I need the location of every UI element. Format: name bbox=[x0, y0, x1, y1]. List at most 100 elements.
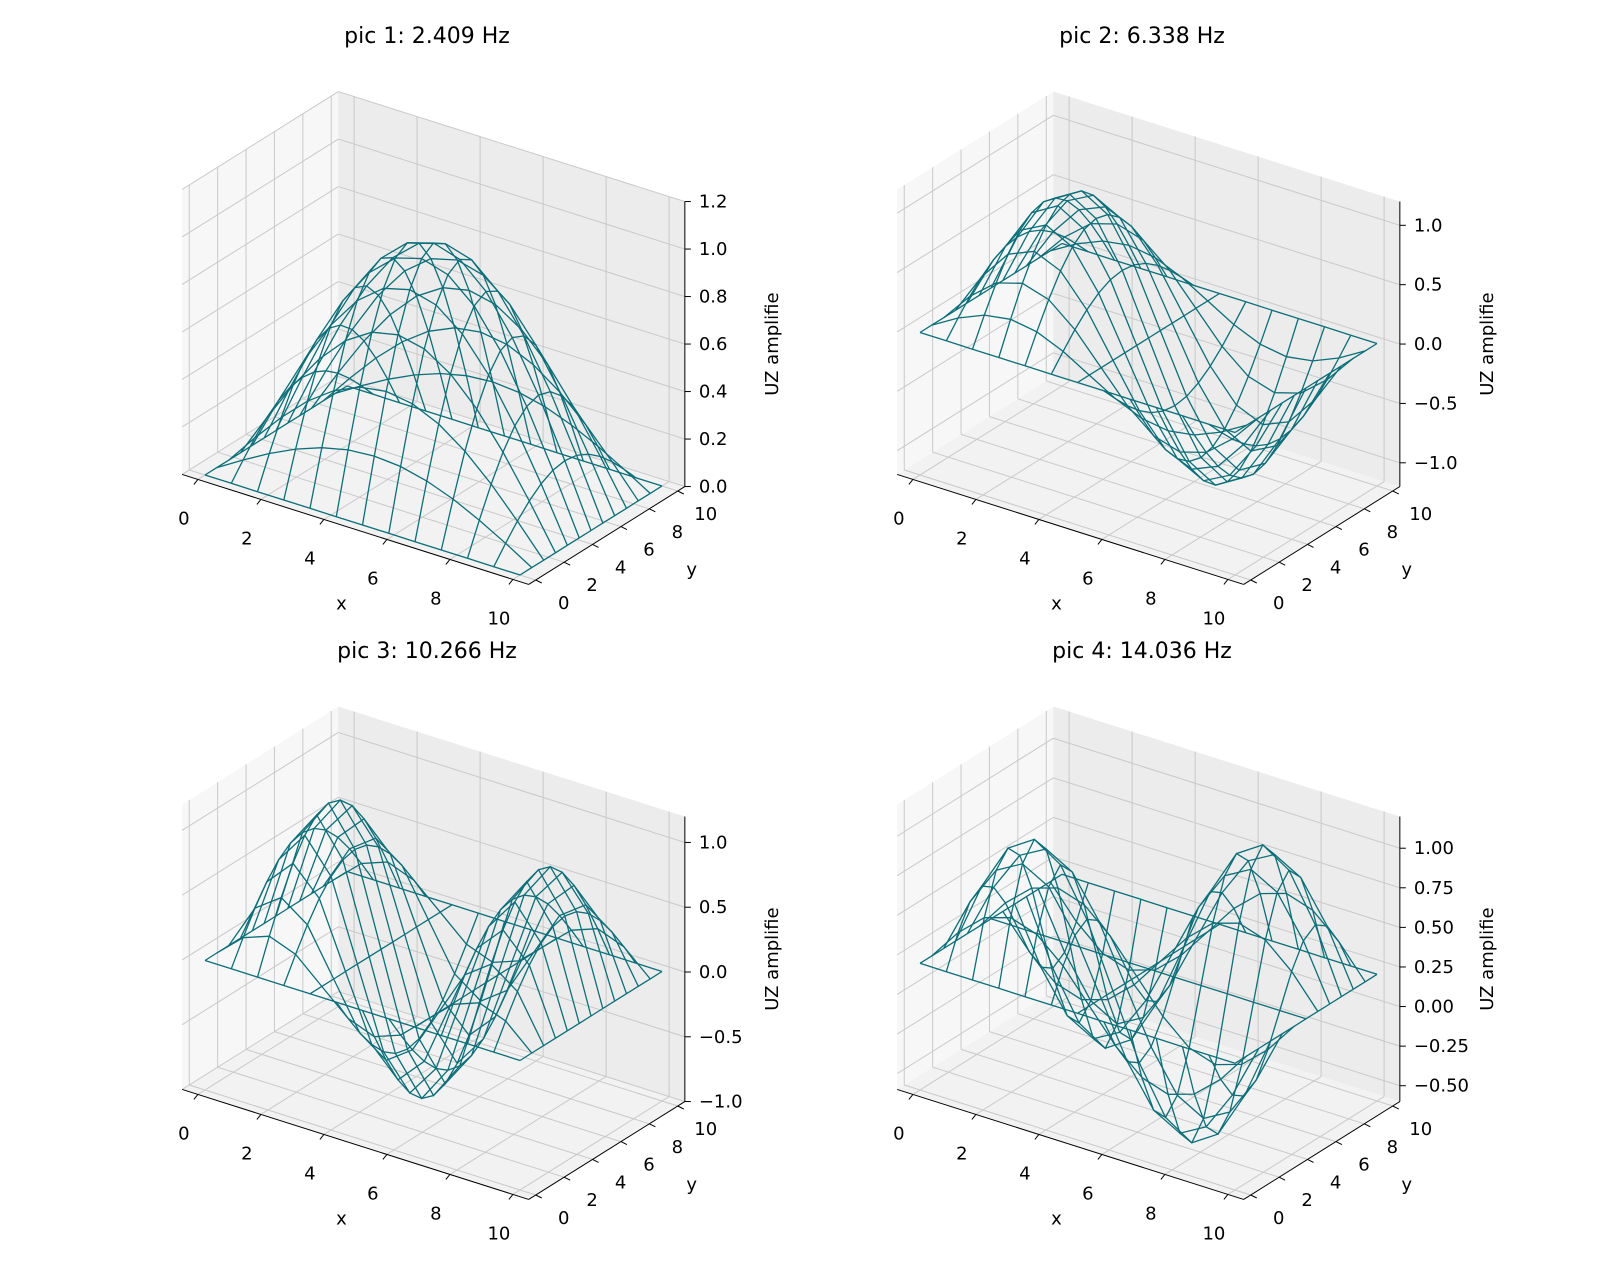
grid-line bbox=[1038, 421, 1196, 520]
surface-line bbox=[310, 817, 628, 1037]
z-tick-label: 0.75 bbox=[1414, 878, 1454, 899]
x-tick-label: 6 bbox=[367, 1183, 378, 1204]
surface-line bbox=[310, 287, 628, 509]
grid-line bbox=[1227, 1096, 1385, 1195]
grid-line bbox=[1053, 292, 1401, 404]
surface-line bbox=[919, 962, 1236, 1064]
grid-line bbox=[181, 281, 339, 380]
z-tick-label: 1.0 bbox=[1414, 215, 1443, 236]
x-tick-mark bbox=[1160, 559, 1166, 565]
z-axis-label: UZ amplifie bbox=[1477, 907, 1498, 1010]
x-axis-label: x bbox=[1051, 1208, 1062, 1229]
y-tick-label: 4 bbox=[615, 557, 626, 578]
z-tick-label: 0.6 bbox=[699, 334, 728, 355]
surface-line bbox=[1025, 206, 1343, 426]
grid-line bbox=[904, 469, 1251, 581]
y-tick-mark bbox=[1392, 1105, 1399, 1110]
grid-line bbox=[181, 138, 339, 238]
grid-line bbox=[181, 991, 339, 1090]
y-tick-mark bbox=[620, 1141, 628, 1146]
x-tick-label: 2 bbox=[956, 528, 967, 549]
grid-line bbox=[1053, 975, 1401, 1087]
y-axis-line bbox=[528, 486, 686, 585]
x-tick-mark bbox=[908, 479, 914, 485]
grid-line bbox=[896, 174, 1054, 273]
surface-line bbox=[1049, 881, 1366, 983]
grid-line bbox=[896, 777, 1054, 877]
surface-line bbox=[335, 372, 651, 494]
y-tick-mark bbox=[1250, 1194, 1257, 1199]
grid-line bbox=[331, 995, 678, 1107]
floor-pane bbox=[182, 376, 685, 585]
y-tick-mark bbox=[1250, 579, 1257, 584]
y-tick-mark bbox=[677, 1105, 684, 1110]
grid-line bbox=[1164, 461, 1322, 560]
grid-line bbox=[989, 416, 1337, 528]
z-axis-label: UZ amplifie bbox=[762, 907, 783, 1010]
x-tick-mark bbox=[256, 499, 262, 505]
grid-line bbox=[1053, 233, 1401, 345]
x-tick-label: 6 bbox=[1082, 1183, 1093, 1204]
grid-line bbox=[932, 451, 1280, 563]
grid-line bbox=[896, 816, 1054, 916]
x-tick-label: 2 bbox=[241, 528, 252, 549]
y-axis-line bbox=[1243, 1101, 1401, 1200]
grid-line bbox=[960, 433, 1308, 545]
x-tick-label: 10 bbox=[1202, 1223, 1225, 1244]
x-tick-mark bbox=[1034, 519, 1040, 525]
x-tick-label: 4 bbox=[1019, 1163, 1030, 1184]
y-tick-label: 2 bbox=[586, 575, 597, 596]
y-axis-line bbox=[528, 1101, 686, 1200]
x-tick-label: 8 bbox=[430, 588, 441, 609]
x-tick-label: 0 bbox=[893, 1123, 904, 1144]
y-tick-label: 2 bbox=[1301, 575, 1312, 596]
grid-line bbox=[181, 186, 339, 285]
z-tick-label: 1.0 bbox=[699, 832, 728, 853]
surface-line bbox=[1002, 190, 1319, 472]
x-tick-mark bbox=[319, 1134, 325, 1140]
x-tick-mark bbox=[445, 559, 451, 565]
grid-line bbox=[338, 186, 686, 298]
surface-line bbox=[263, 813, 580, 1100]
y-axis-label: y bbox=[686, 1175, 697, 1196]
x-axis-line bbox=[896, 473, 1244, 585]
grid-line bbox=[386, 1056, 544, 1155]
surface-line bbox=[216, 447, 533, 569]
grid-line bbox=[1046, 995, 1393, 1107]
surface-line bbox=[1002, 911, 1319, 1012]
x-tick-mark bbox=[1097, 1154, 1103, 1160]
surface-line bbox=[204, 474, 521, 576]
x-tick-label: 4 bbox=[304, 548, 315, 569]
z-tick-label: 1.00 bbox=[1414, 838, 1454, 859]
y-tick-label: 8 bbox=[672, 1137, 683, 1158]
surface-line bbox=[1014, 868, 1331, 1040]
x-tick-mark bbox=[256, 1114, 262, 1120]
grid-line bbox=[274, 1031, 622, 1143]
grid-line bbox=[1053, 737, 1401, 849]
grid-line bbox=[989, 1031, 1337, 1143]
surface-line bbox=[204, 959, 521, 1062]
z-tick-label: 0.8 bbox=[699, 287, 728, 308]
grid-line bbox=[896, 896, 1054, 995]
y-tick-label: 8 bbox=[672, 522, 683, 543]
grid-line bbox=[512, 1096, 670, 1195]
y-tick-mark bbox=[535, 579, 542, 584]
x-tick-label: 6 bbox=[367, 568, 378, 589]
grid-line bbox=[181, 926, 339, 1026]
z-tick-label: 1.0 bbox=[699, 239, 728, 260]
y-tick-mark bbox=[1392, 490, 1399, 495]
grid-line bbox=[181, 328, 339, 428]
grid-line bbox=[338, 233, 686, 345]
grid-line bbox=[912, 381, 1070, 480]
grid-line bbox=[302, 1013, 650, 1125]
y-tick-mark bbox=[1364, 1123, 1371, 1128]
y-tick-label: 6 bbox=[643, 540, 654, 561]
y-tick-mark bbox=[592, 543, 599, 548]
surface-line bbox=[943, 282, 1260, 454]
grid-line bbox=[1053, 352, 1401, 464]
x-tick-mark bbox=[908, 1094, 914, 1100]
y-tick-label: 6 bbox=[643, 1155, 654, 1176]
y-tick-label: 0 bbox=[1273, 1208, 1284, 1229]
y-axis-label: y bbox=[686, 560, 697, 581]
x-tick-mark bbox=[508, 579, 514, 585]
